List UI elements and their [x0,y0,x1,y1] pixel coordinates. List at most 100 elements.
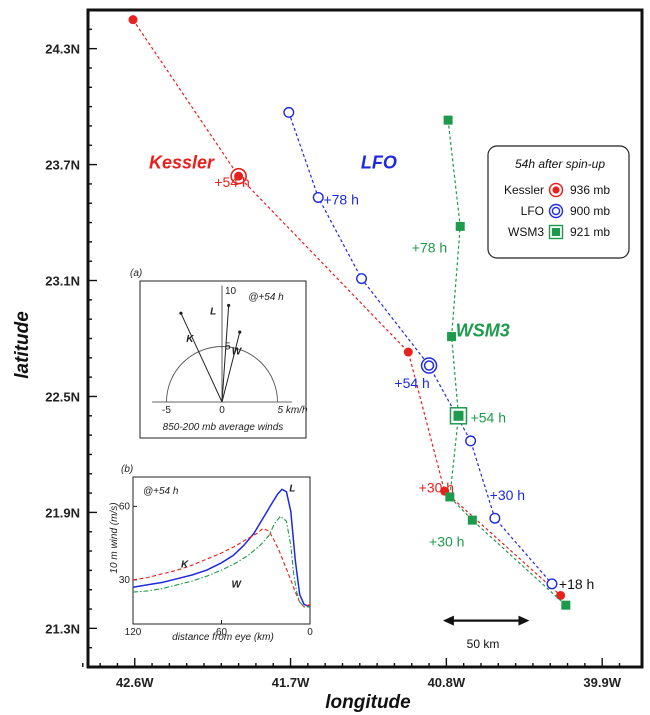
y-tick-label: 21.3N [45,621,80,636]
legend-box [487,145,630,259]
x-tick-label: 39.9W [583,675,621,690]
track-point-kessler [403,347,413,357]
y-tick-label: 23.7N [45,158,80,173]
inset-a-vector-label-w: W [232,346,243,357]
y-axis-title: latitude [12,311,33,379]
inset-a-vector-tip-w [238,330,242,334]
inset-a-panel-label: (a) [130,268,142,279]
inset-a-vector-tip-l [227,303,231,308]
highlight-marker-kessler [234,171,244,181]
legend: 54h after spin-up Kessler 936 mb LFO 900 mb… [487,145,630,259]
inset-b-x-tick-label: 60 [216,627,228,638]
y-tick-label: 24.3N [45,42,80,57]
inset-b-frame [132,476,311,625]
highlight-marker-lfo [423,360,435,371]
inset-a: (a) @+54 h 850-200 mb average winds -5 0 5… [130,268,308,439]
inset-b-profile-l [132,488,311,608]
track-point-kessler [556,591,566,601]
y-axis-ticks: 24.3N 23.7N 23.1N 22.5N 21.9N 21.3N [45,28,97,668]
time-label: +18 h [559,576,594,592]
inset-a-caption: 850-200 mb average winds [163,422,284,433]
inset-a-y-tick-label: 10 [225,286,237,297]
time-label: +54 h [394,375,429,391]
inset-b-y-axis-title: 10 m wind (m/s) [109,502,120,573]
highlight-marker-wsm3 [453,410,464,421]
inset-a-vector-k [180,312,223,403]
x-tick-label: 42.6W [116,675,154,690]
scale-bar-arrowhead-left [442,615,454,626]
track-point-lfo [546,578,558,590]
scale-bar: 50 km [442,615,530,651]
x-tick-label: 41.7W [272,675,310,690]
track-point-wsm3 [447,332,457,342]
inset-a-vector-label-k: K [186,334,194,345]
time-label: +30 h [490,487,525,503]
track-point-lfo [312,191,324,203]
scale-bar-label: 50 km [467,637,500,651]
inset-b-series-label-k: K [181,560,189,571]
inset-a-vector-label-l: L [210,306,216,317]
track-point-wsm3 [445,492,455,502]
track-point-lfo [465,435,477,447]
track-point-wsm3 [443,115,453,125]
time-label: +30 h [419,479,454,495]
y-tick-label: 22.5N [45,389,80,404]
legend-title: 54h after spin-up [515,157,605,171]
inset-a-frame [139,280,307,439]
inset-a-vector-tip-k [179,311,183,315]
inset-b-series-label-w: W [232,579,243,590]
inset-a-vector-w [221,331,241,403]
inset-b-y-tick-label: 60 [119,501,131,512]
track-point-lfo [489,512,501,524]
legend-entries: Kessler 936 mb LFO 900 mb WSM3 921 mb [504,182,610,240]
time-label: +78 h [412,240,447,256]
inset-b-profile-w [132,515,310,608]
track-point-wsm3 [561,600,571,610]
legend-entry-value: 936 mb [570,183,610,197]
time-label: +54 h [471,410,506,426]
inset-b-series-label-l: L [289,484,295,495]
inset-b-x-tick-label: 120 [125,627,142,638]
legend-entry-name: LFO [521,204,544,218]
legend-marker-wsm3 [552,228,560,236]
time-label: +78 h [323,191,358,207]
inset-a-x-tick-label: 0 [219,405,225,416]
inset-a-y-tick-label: 5 [225,342,231,353]
inset-a-time-label: @+54 h [248,292,284,303]
legend-entry-value: 921 mb [570,225,610,239]
inset-b-y-tick-label: 30 [119,575,131,586]
legend-entry-value: 900 mb [570,204,610,218]
inset-b-profile-k [132,527,311,608]
x-axis-ticks: 42.6W 41.7W 40.8W 39.9W [82,658,622,690]
y-tick-label: 21.9N [45,505,80,520]
track-line-kessler [132,19,562,596]
inset-b-plot: 120 60 0 30 60 L K W [119,484,313,638]
track-point-kessler [128,15,138,25]
inset-a-x-tick-label: -5 [162,405,171,416]
legend-marker-kessler [552,186,560,194]
inset-b: (b) @+54 h distance from eye (km) 10 m w… [109,464,313,643]
scale-bar-arrowhead-right [518,615,530,626]
x-tick-label: 40.8W [428,675,466,690]
inset-a-vector-l [221,305,230,403]
inset-b-time-label: @+54 h [143,486,179,497]
track-point-lfo [283,106,295,118]
inset-b-x-axis-title: distance from eye (km) [172,632,274,643]
legend-entry-name: WSM3 [508,225,544,239]
time-label: +30 h [429,533,464,549]
model-label-lfo: LFO [361,152,397,172]
x-axis-title: longitude [325,692,411,713]
y-tick-label: 23.1N [45,274,80,289]
model-label-wsm3: WSM3 [456,321,510,341]
inset-b-panel-label: (b) [121,464,133,475]
main-plot-layer: 42.6W 41.7W 40.8W 39.9W 24.3N 23.7N 23.1N 22.5N… [45,8,644,690]
time-label: +54 h [214,174,249,190]
legend-marker-lfo [551,206,561,216]
inset-a-x-tick-label: 5 km/h [278,405,308,416]
inset-b-x-tick-label: 0 [307,627,313,638]
track-point-lfo [356,273,368,285]
inset-a-5kmh-ring [166,346,278,403]
track-point-wsm3 [455,221,465,231]
